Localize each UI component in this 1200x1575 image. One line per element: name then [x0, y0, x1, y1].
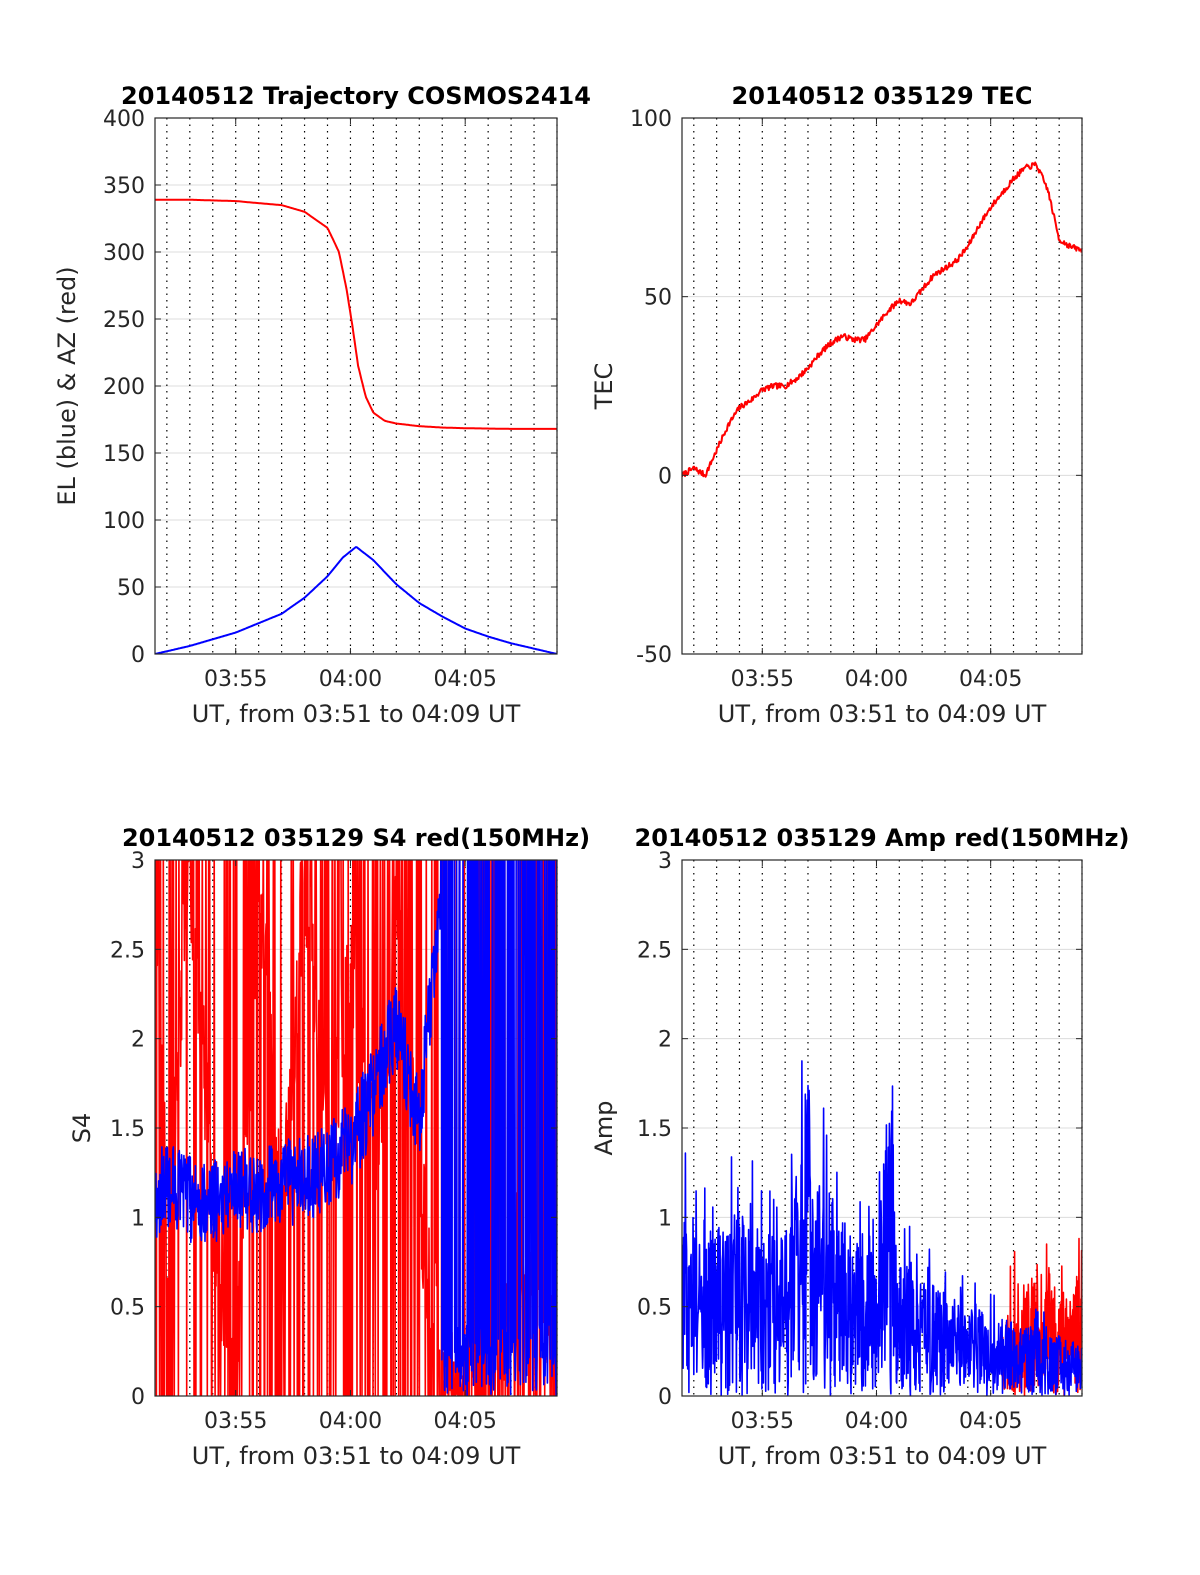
- x-tick-label: 04:00: [845, 667, 908, 692]
- y-tick-label: 0: [131, 1385, 145, 1410]
- x-tick-label: 03:55: [204, 667, 267, 692]
- y-tick-label: 100: [630, 107, 672, 132]
- y-tick-label: 50: [644, 286, 672, 311]
- chart-title: 20140512 035129 S4 red(150MHz): [122, 824, 590, 852]
- y-tick-label: -50: [636, 643, 672, 668]
- y-tick-label: 1.5: [637, 1117, 672, 1142]
- x-tick-label: 04:05: [433, 667, 496, 692]
- y-tick-label: 1: [658, 1206, 672, 1231]
- y-tick-label: 0: [658, 1385, 672, 1410]
- y-tick-label: 2: [131, 1028, 145, 1053]
- y-tick-label: 150: [103, 442, 145, 467]
- x-tick-label: 04:05: [959, 667, 1022, 692]
- y-tick-label: 300: [103, 241, 145, 266]
- y-tick-label: 0: [131, 643, 145, 668]
- figure: 05010015020025030035040003:55 04:00 04:052…: [0, 0, 1200, 1575]
- y-axis-label: S4: [68, 1113, 96, 1144]
- y-tick-label: 200: [103, 375, 145, 400]
- y-tick-label: 0: [658, 464, 672, 489]
- x-tick-label: 04:00: [845, 1409, 908, 1434]
- y-tick-label: 400: [103, 107, 145, 132]
- x-tick-label: 04:05: [959, 1409, 1022, 1434]
- y-tick-label: 0.5: [637, 1296, 672, 1321]
- chart-title: 20140512 035129 TEC: [732, 82, 1033, 110]
- y-axis-label: TEC: [590, 363, 618, 411]
- y-tick-label: 350: [103, 174, 145, 199]
- y-tick-label: 250: [103, 308, 145, 333]
- y-tick-label: 0.5: [110, 1296, 145, 1321]
- chart-title: 20140512 035129 Amp red(150MHz): [635, 824, 1130, 852]
- x-tick-label: 03:55: [731, 1409, 794, 1434]
- y-tick-label: 1.5: [110, 1117, 145, 1142]
- y-tick-label: 3: [658, 849, 672, 874]
- x-tick-label: 04:00: [319, 667, 382, 692]
- x-tick-label: 03:55: [204, 1409, 267, 1434]
- y-tick-label: 100: [103, 509, 145, 534]
- x-axis-label: UT, from 03:51 to 04:09 UT: [192, 1442, 521, 1470]
- y-tick-label: 2.5: [637, 938, 672, 963]
- y-axis-label: Amp: [590, 1100, 618, 1155]
- x-tick-label: 03:55: [731, 667, 794, 692]
- chart-title: 20140512 Trajectory COSMOS2414: [121, 82, 591, 110]
- y-axis-label: EL (blue) & AZ (red): [53, 266, 81, 505]
- y-tick-label: 1: [131, 1206, 145, 1231]
- y-tick-label: 2: [658, 1028, 672, 1053]
- x-axis-label: UT, from 03:51 to 04:09 UT: [718, 1442, 1047, 1470]
- y-tick-label: 50: [117, 576, 145, 601]
- y-tick-label: 3: [131, 849, 145, 874]
- x-tick-label: 04:05: [433, 1409, 496, 1434]
- y-tick-label: 2.5: [110, 938, 145, 963]
- x-axis-label: UT, from 03:51 to 04:09 UT: [192, 700, 521, 728]
- x-tick-label: 04:00: [319, 1409, 382, 1434]
- x-axis-label: UT, from 03:51 to 04:09 UT: [718, 700, 1047, 728]
